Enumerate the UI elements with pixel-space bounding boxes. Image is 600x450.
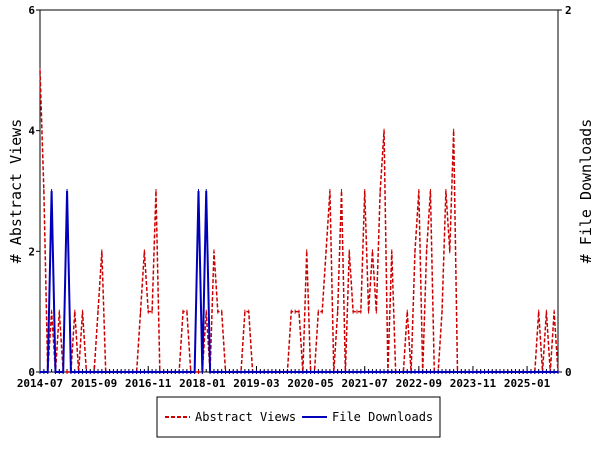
y-left-axis-title: # Abstract Views bbox=[7, 119, 25, 264]
x-tick-label: 2016-11 bbox=[125, 377, 172, 390]
legend-label-file-downloads: File Downloads bbox=[332, 410, 433, 424]
legend: Abstract Views File Downloads bbox=[156, 396, 441, 438]
y-right-tick-label: 0 bbox=[565, 366, 572, 379]
y-right-tick-label: 2 bbox=[565, 4, 572, 17]
y-left-tick-label: 6 bbox=[28, 4, 35, 17]
series-line-abstract-views bbox=[39, 70, 559, 373]
x-tick-label: 2014-07 bbox=[17, 377, 63, 390]
x-tick-label: 2025-01 bbox=[504, 377, 551, 390]
x-tick-label: 2023-11 bbox=[450, 377, 497, 390]
y-left-tick-label: 2 bbox=[28, 245, 35, 258]
y-left-tick-label: 4 bbox=[28, 125, 35, 138]
series-line-file-downloads bbox=[40, 190, 558, 373]
axis-labels: 2014-07 2015-09 2016-11 2018-01 2019-03 2020-… bbox=[7, 4, 595, 390]
x-tick-label: 2021-07 bbox=[342, 377, 388, 390]
series-lines bbox=[39, 68, 559, 374]
x-tick-label: 2022-09 bbox=[396, 377, 442, 390]
x-tick-label: 2020-05 bbox=[287, 377, 333, 390]
x-tick-label: 2015-09 bbox=[71, 377, 117, 390]
legend-box bbox=[156, 396, 441, 438]
y-left-tick-label: 0 bbox=[28, 366, 35, 379]
x-tick-label: 2019-03 bbox=[233, 377, 279, 390]
legend-label-abstract-views: Abstract Views bbox=[195, 410, 296, 424]
x-tick-label: 2018-01 bbox=[179, 377, 226, 390]
y-right-axis-title: # File Downloads bbox=[577, 119, 595, 264]
